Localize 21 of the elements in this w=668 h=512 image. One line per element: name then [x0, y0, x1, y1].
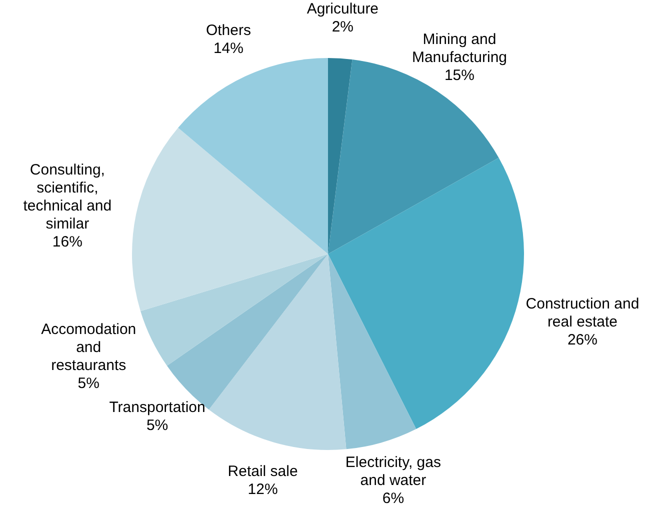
slice-label: Accomodation and restaurants	[41, 320, 136, 374]
slice-label: Consulting, scientific, technical and similar	[23, 162, 112, 233]
slice-label: Construction and real estate	[526, 296, 640, 331]
data-label: 16%	[52, 234, 82, 251]
data-label: 15%	[444, 66, 475, 84]
pie-slice	[328, 58, 352, 254]
data-label: 6%	[382, 490, 404, 507]
pie-slice	[132, 128, 328, 312]
slice-label: Transportation	[109, 398, 206, 416]
slice-label: Mining and Manufacturing	[412, 30, 508, 66]
pie-slice	[328, 158, 524, 430]
data-label: 14%	[213, 40, 244, 57]
slice-label: Others	[206, 22, 251, 39]
data-label: 26%	[567, 332, 598, 349]
slice-label: Retail sale	[228, 462, 298, 480]
slice-label: Agriculture	[306, 0, 379, 18]
data-label: 5%	[146, 416, 168, 434]
slice-label: Electricity, gas and water	[345, 454, 442, 489]
data-label: 12%	[248, 480, 278, 498]
data-label: 2%	[332, 18, 354, 36]
data-label: 5%	[78, 374, 100, 392]
